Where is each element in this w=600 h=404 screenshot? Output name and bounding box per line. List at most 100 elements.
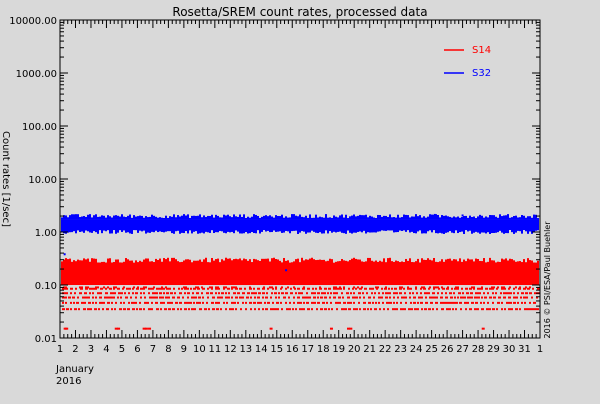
series-point-s32 [247,229,249,234]
series-point-s14 [347,327,350,330]
series-point-s14 [336,308,338,311]
series-point-s32 [317,229,319,234]
series-point-s32 [183,214,185,220]
series-point-s32 [471,229,473,234]
series-point-s14 [461,287,463,290]
series-point-s32 [409,217,411,220]
series-point-s14 [233,259,235,266]
series-point-s32 [427,229,429,232]
series-point-s32 [351,215,353,220]
series-point-s14 [65,327,69,330]
series-point-s14 [94,308,97,311]
series-point-s32 [157,229,159,233]
series-point-s32 [465,215,467,220]
series-point-s32 [119,229,121,231]
series-point-s14 [317,296,319,299]
series-point-s14 [280,287,282,290]
series-point-s14 [421,308,423,311]
series-point-s14 [423,287,426,290]
series-point-s14 [66,308,69,311]
series-point-s14 [485,287,488,290]
series-point-s32 [105,229,107,232]
series-point-s14 [329,296,331,299]
series-point-s14 [523,259,525,266]
series-point-s14 [235,296,238,299]
series-point-s14 [319,287,322,290]
series-point-s14 [295,292,297,295]
series-point-s14 [445,296,448,299]
series-point-s14 [427,258,429,266]
series-point-s14 [389,296,391,299]
series-point-s14 [77,296,79,299]
series-point-s14 [90,308,92,311]
series-point-s14 [260,301,262,304]
series-point-s32 [255,214,257,220]
series-point-s32 [63,229,65,234]
series-point-s14 [389,257,391,266]
series-point-s14 [226,301,228,304]
series-point-s14 [317,292,320,295]
series-point-s14 [113,286,115,289]
series-point-s14 [100,287,103,290]
series-point-s32 [63,253,66,256]
series-point-s14 [245,259,247,266]
series-point-s14 [235,287,238,290]
series-point-s32 [295,215,297,220]
series-point-s14 [264,301,266,304]
series-point-s14 [135,292,138,295]
series-point-s32 [145,216,147,220]
series-point-s14 [79,260,81,266]
series-point-s14 [193,260,195,266]
series-point-s14 [269,327,273,330]
series-point-s32 [345,229,347,234]
series-point-s32 [195,229,197,232]
series-point-s14 [141,261,143,266]
series-point-s32 [243,214,245,220]
series-point-s32 [103,229,105,231]
series-point-s14 [489,287,492,290]
series-point-s14 [231,301,234,304]
series-point-s32 [457,229,459,234]
series-point-s14 [191,308,194,311]
series-point-s32 [417,216,419,220]
series-point-s14 [536,296,538,299]
series-point-s14 [469,308,472,311]
series-point-s14 [478,292,481,295]
series-point-s14 [351,258,353,266]
series-point-s32 [223,229,225,233]
series-point-s32 [443,215,445,220]
series-point-s14 [85,287,88,290]
series-point-s14 [313,259,315,266]
series-point-s14 [237,301,239,304]
series-point-s14 [223,286,225,289]
series-point-s14 [144,327,148,330]
series-point-s32 [135,229,137,231]
series-point-s32 [401,217,403,220]
series-point-s14 [421,286,423,289]
series-point-s14 [317,301,320,304]
series-point-s14 [298,292,301,295]
series-point-s14 [143,292,145,295]
series-point-s32 [521,229,523,234]
series-point-s32 [433,214,435,220]
series-point-s14 [271,258,273,266]
series-point-s32 [179,229,181,234]
series-point-s32 [397,229,399,233]
series-point-s14 [74,308,77,311]
series-point-s14 [212,296,215,299]
series-point-s14 [521,292,524,295]
series-point-s14 [70,301,72,304]
y-axis-label: Count rates [1/sec] [0,131,11,227]
series-point-s32 [285,216,287,220]
x-tick-label: 14 [255,344,268,355]
series-point-s32 [469,215,471,220]
series-point-s14 [145,286,147,289]
series-point-s14 [83,308,86,311]
x-tick-label: 11 [208,344,221,355]
series-point-s32 [127,229,129,233]
series-point-s14 [289,308,291,311]
series-point-s14 [220,308,222,311]
series-point-s14 [227,287,230,290]
series-point-s14 [133,262,135,266]
series-point-s14 [111,262,113,266]
